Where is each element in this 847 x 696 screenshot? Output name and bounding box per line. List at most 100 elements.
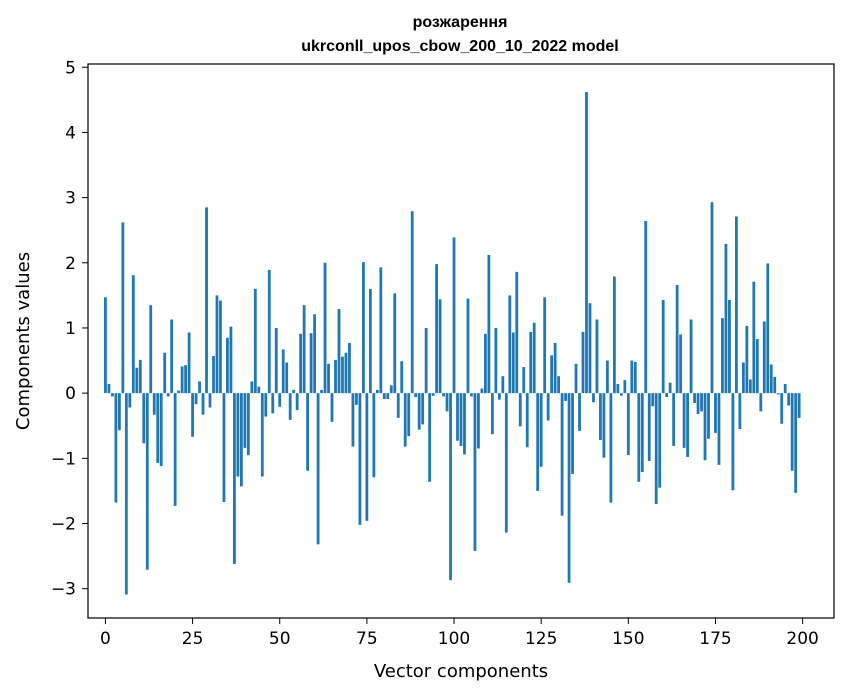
bar — [180, 366, 184, 394]
bar — [612, 276, 616, 394]
bar — [661, 299, 665, 394]
bar — [480, 388, 484, 394]
bar — [250, 381, 254, 394]
bar — [152, 393, 156, 415]
y-tick-label: 1 — [65, 319, 76, 339]
bar — [111, 393, 114, 397]
bar — [728, 299, 731, 394]
bar — [403, 393, 407, 447]
bar — [246, 393, 250, 456]
x-tick-label: 75 — [356, 629, 378, 649]
bar — [494, 327, 498, 394]
bar — [470, 393, 473, 397]
y-tick-label: 5 — [65, 58, 76, 78]
x-tick-label: 50 — [269, 629, 291, 649]
y-tick-label: −3 — [51, 580, 76, 600]
y-tick-label: 0 — [65, 384, 76, 404]
bar — [306, 393, 310, 471]
bar — [362, 262, 365, 394]
bar — [619, 393, 623, 396]
bar — [393, 293, 397, 394]
bar — [215, 295, 219, 394]
bars-group — [104, 92, 801, 595]
bar — [508, 295, 512, 394]
bar — [693, 393, 696, 403]
bar — [511, 332, 515, 394]
bar — [787, 393, 791, 406]
bar — [424, 327, 428, 394]
bar — [177, 390, 181, 394]
bar — [121, 222, 125, 394]
bar — [626, 393, 630, 456]
bar — [156, 393, 160, 463]
bar — [375, 389, 379, 394]
bar — [710, 202, 714, 394]
bar — [163, 352, 167, 394]
bar — [724, 243, 728, 394]
bar — [776, 393, 780, 395]
bar — [463, 393, 466, 455]
chart-title: розжарення — [413, 14, 508, 31]
bar — [543, 297, 547, 394]
bar — [672, 393, 676, 446]
bar — [773, 376, 777, 394]
bar — [714, 393, 717, 433]
y-tick-label: 3 — [65, 189, 76, 209]
bar — [658, 393, 662, 488]
bar — [790, 393, 794, 471]
bar — [421, 393, 425, 425]
bar — [372, 393, 376, 478]
bar — [243, 393, 247, 448]
bar — [515, 271, 519, 394]
bar — [679, 334, 683, 394]
bar — [581, 331, 585, 394]
bar — [794, 393, 798, 493]
bar — [124, 393, 128, 595]
bar — [358, 393, 362, 525]
bar — [633, 361, 637, 394]
bar — [564, 393, 567, 401]
bar — [707, 393, 710, 439]
bar — [721, 318, 724, 394]
bar — [201, 393, 205, 415]
bar — [682, 393, 686, 448]
bar — [797, 393, 801, 418]
bar — [386, 393, 390, 400]
x-tick-label: 150 — [612, 629, 644, 649]
bar — [557, 376, 560, 394]
bar — [128, 393, 132, 408]
bar — [484, 333, 487, 394]
bar — [198, 381, 201, 394]
bar — [637, 393, 641, 482]
bar — [592, 393, 595, 403]
bar — [260, 393, 264, 477]
bar — [449, 393, 452, 581]
bar — [208, 393, 212, 408]
bar — [187, 332, 191, 394]
bar — [107, 384, 111, 394]
x-tick-label: 175 — [699, 629, 731, 649]
bar — [114, 393, 118, 503]
bar — [365, 393, 369, 521]
bar — [445, 393, 449, 412]
bar — [748, 379, 752, 394]
bar — [281, 349, 285, 394]
bar — [466, 298, 470, 394]
x-tick-label: 0 — [100, 629, 111, 649]
bar — [759, 393, 763, 412]
bar — [229, 326, 233, 394]
bar — [142, 393, 146, 444]
bar — [271, 393, 275, 414]
bar — [717, 393, 721, 465]
bar — [219, 300, 222, 394]
bar — [762, 321, 766, 394]
bar — [327, 363, 330, 394]
x-axis: 0 25 50 75 100 125 150 175 200 — [100, 618, 819, 649]
bar — [501, 376, 505, 394]
y-axis-label: Components values — [13, 252, 34, 430]
bar — [696, 393, 700, 414]
bar — [675, 284, 679, 394]
bar — [348, 342, 351, 394]
bar — [205, 207, 208, 394]
bar — [138, 359, 142, 394]
